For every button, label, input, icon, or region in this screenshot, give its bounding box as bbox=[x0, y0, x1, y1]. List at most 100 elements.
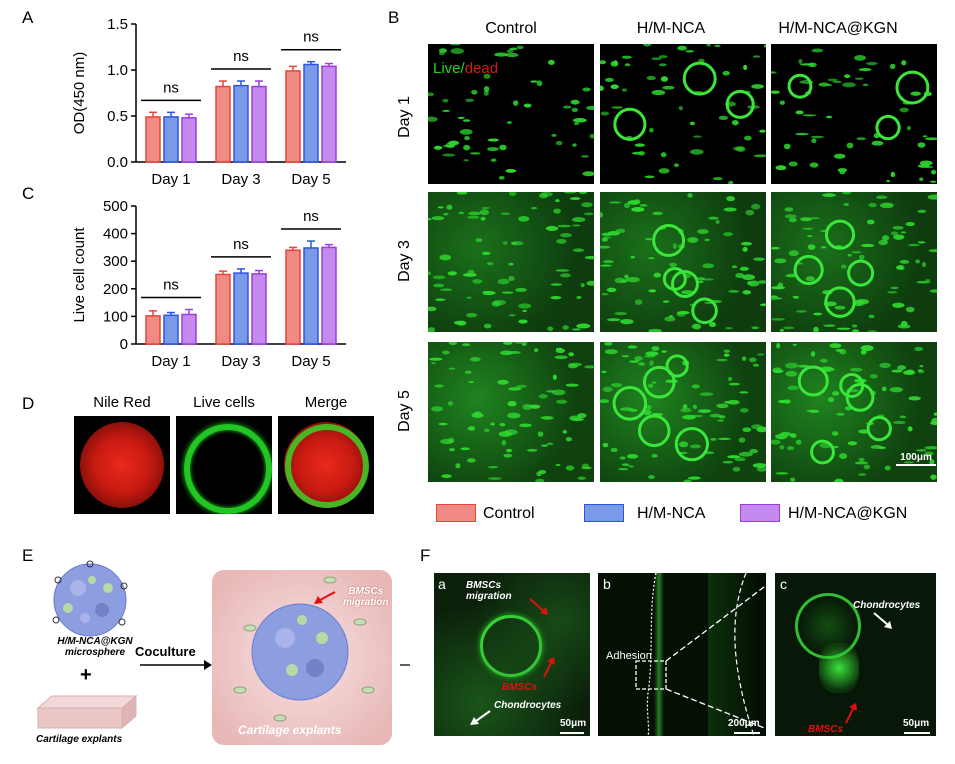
f-a-scale-label: 50μm bbox=[560, 718, 587, 729]
significance-label: ns bbox=[303, 29, 319, 46]
micrograph-b bbox=[771, 342, 937, 482]
y-tick-label: 0.0 bbox=[107, 154, 128, 171]
x-tick-label: Day 3 bbox=[221, 353, 260, 370]
bar bbox=[321, 246, 337, 345]
f-overlay-lines bbox=[470, 573, 930, 736]
panel-label-b: B bbox=[388, 8, 400, 27]
panel-label-e: E bbox=[22, 546, 34, 565]
y-tick-label: 100 bbox=[103, 308, 128, 325]
legend-label-hm-nca: H/M-NCA bbox=[637, 505, 706, 522]
f-c-bmscs-label: BMSCs bbox=[808, 724, 844, 735]
y-axis-label: Live cell count bbox=[71, 227, 88, 323]
coculture-label: Coculture bbox=[135, 644, 196, 659]
x-tick-label: Day 1 bbox=[151, 353, 190, 370]
f-c-label: c bbox=[780, 576, 787, 592]
significance-label: ns bbox=[163, 277, 179, 294]
f-c-bmscs-arrow bbox=[845, 706, 855, 724]
micrograph-b bbox=[771, 44, 937, 184]
live-dead-label: Live/dead bbox=[433, 60, 499, 77]
panel-label-c: C bbox=[22, 184, 35, 203]
microsphere-label: H/M-NCA@KGN microsphere bbox=[57, 636, 133, 658]
cartilage-label: Cartilage explants bbox=[36, 734, 123, 745]
f-c-scale-label: 50μm bbox=[903, 718, 930, 729]
y-tick-label: 0 bbox=[120, 336, 128, 353]
bar bbox=[303, 63, 319, 163]
row-label-day3: Day 3 bbox=[396, 240, 413, 282]
significance-label: ns bbox=[233, 236, 249, 253]
bar bbox=[145, 315, 161, 345]
x-tick-label: Day 1 bbox=[151, 171, 190, 188]
f-a-chondro-arrow bbox=[475, 710, 491, 722]
panel-label-f: F bbox=[420, 546, 431, 565]
bar bbox=[145, 116, 161, 163]
significance-label: ns bbox=[233, 48, 249, 65]
bar bbox=[181, 117, 197, 163]
f-a-migration-label: BMSCs migration bbox=[466, 580, 512, 602]
panel-label-d: D bbox=[22, 394, 35, 413]
f-b-scale-label: 200μm bbox=[728, 718, 760, 729]
row-label-day1: Day 1 bbox=[396, 96, 413, 138]
bar bbox=[233, 272, 249, 345]
col-title-control: Control bbox=[485, 20, 537, 37]
bar bbox=[285, 70, 301, 163]
legend-label-control: Control bbox=[483, 505, 535, 522]
f-c-chondro-arrow bbox=[873, 612, 889, 626]
x-tick-label: Day 3 bbox=[221, 171, 260, 188]
bar bbox=[215, 273, 231, 345]
x-tick-label: Day 5 bbox=[291, 171, 330, 188]
zoom-box bbox=[635, 660, 667, 690]
microsphere-large-icon bbox=[251, 603, 349, 701]
y-tick-label: 0.5 bbox=[107, 108, 128, 125]
bar bbox=[215, 85, 231, 163]
live-cells-image bbox=[176, 416, 272, 514]
f-c-chondro-label: Chondrocytes bbox=[853, 600, 921, 611]
panel-label-a: A bbox=[22, 8, 34, 27]
d-title-live-cells: Live cells bbox=[193, 394, 255, 411]
micrograph-b bbox=[428, 44, 594, 184]
y-tick-label: 300 bbox=[103, 253, 128, 270]
d-title-nile-red: Nile Red bbox=[93, 394, 151, 411]
y-axis-label: OD(450 nm) bbox=[71, 52, 88, 135]
bar bbox=[321, 65, 337, 163]
legend-label-hm-nca-kgn: H/M-NCA@KGN bbox=[788, 505, 908, 522]
micrograph-b bbox=[600, 342, 766, 482]
f-a-bmscs-label: BMSCs bbox=[502, 682, 538, 693]
y-tick-label: 400 bbox=[103, 226, 128, 243]
legend-swatch-control bbox=[436, 504, 476, 522]
scale-bar-b: 100μm bbox=[896, 452, 936, 466]
y-tick-label: 500 bbox=[103, 198, 128, 215]
merge-image bbox=[278, 416, 374, 514]
col-title-hm-nca: H/M-NCA bbox=[636, 20, 706, 37]
bar bbox=[251, 85, 267, 163]
legend-swatch-hm-nca-kgn bbox=[740, 504, 780, 522]
chart-a-od: 0.0 0.5 1.0 1.5 OD(450 nm) Day 1 ns Day 3 ns Day … bbox=[71, 16, 346, 188]
micrograph-b bbox=[428, 192, 594, 332]
y-tick-label: 1.5 bbox=[107, 16, 128, 33]
f-b-label: b bbox=[603, 576, 611, 592]
cartilage-block-icon bbox=[36, 695, 138, 709]
significance-label: ns bbox=[303, 208, 319, 225]
y-tick-label: 200 bbox=[103, 281, 128, 298]
bar bbox=[285, 249, 301, 345]
bar bbox=[233, 84, 249, 163]
nile-red-image bbox=[74, 416, 170, 514]
f-b-adhesion-label: Adhesion bbox=[606, 650, 652, 662]
micrograph-b bbox=[771, 192, 937, 332]
f-a-chondro-label: Chondrocytes bbox=[494, 700, 562, 711]
row-label-day5: Day 5 bbox=[396, 390, 413, 432]
migration-arrow bbox=[319, 591, 336, 601]
legend-swatch-hm-nca bbox=[584, 504, 624, 522]
x-tick-label: Day 5 bbox=[291, 353, 330, 370]
y-tick-label: 1.0 bbox=[107, 62, 128, 79]
bar bbox=[251, 273, 267, 345]
bar bbox=[303, 247, 319, 345]
bar bbox=[181, 313, 197, 345]
col-title-hm-nca-kgn: H/M-NCA@KGN bbox=[778, 20, 898, 37]
f-a-bmscs-arrow bbox=[543, 660, 553, 678]
bmscs-migration-label: BMSCs migration bbox=[343, 586, 389, 608]
chart-c-live-cell-count: 0 100 200 300 400 500 Live cell count Day 1 ns Da… bbox=[71, 198, 346, 370]
micrograph-b bbox=[600, 44, 766, 184]
d-title-merge: Merge bbox=[304, 394, 348, 411]
micrograph-b bbox=[428, 342, 594, 482]
microsphere-icon bbox=[53, 563, 127, 637]
